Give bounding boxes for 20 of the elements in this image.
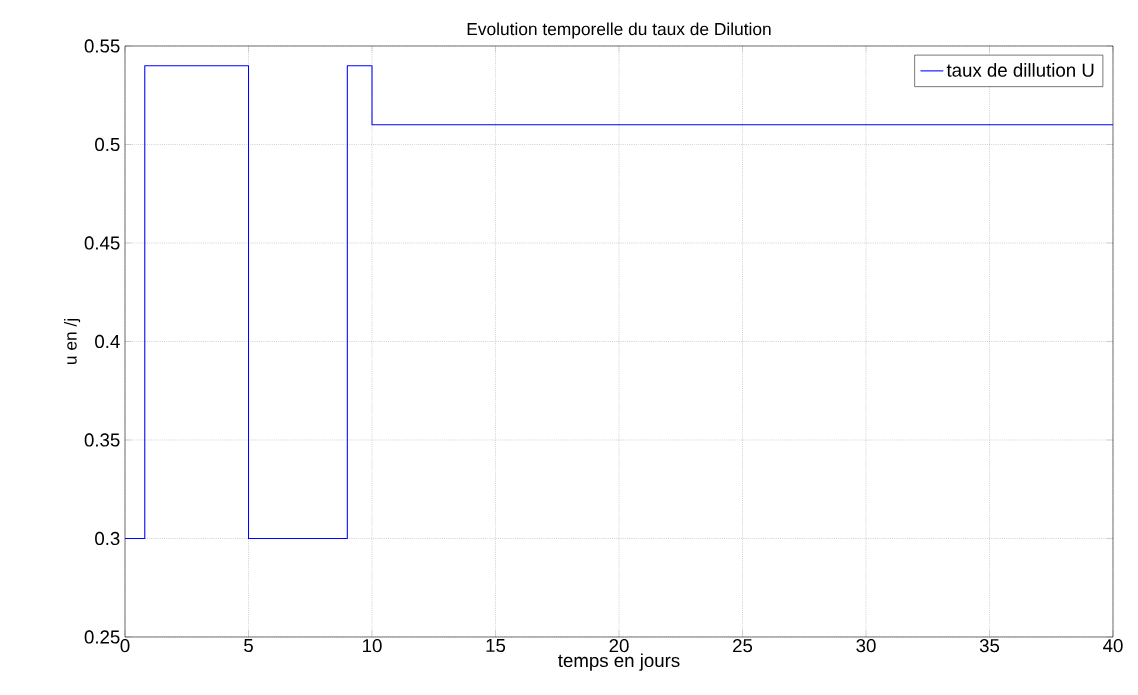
y-tick-label: 0.45 — [84, 236, 120, 250]
x-tick-label: 30 — [856, 639, 876, 653]
y-tick-label: 0.25 — [84, 630, 120, 644]
x-axis-title: temps en jours — [558, 653, 680, 671]
x-tick-label: 5 — [244, 639, 253, 653]
y-tick-label: 0.5 — [95, 137, 120, 152]
x-tick-label: 10 — [363, 639, 382, 653]
y-tick-label: 0.4 — [95, 334, 120, 349]
x-tick-label: 15 — [486, 639, 506, 653]
y-tick-label: 0.55 — [84, 39, 120, 53]
y-tick-label: 0.3 — [95, 531, 120, 546]
x-tick-label: 40 — [1103, 639, 1123, 653]
legend-label: taux de dillution U — [946, 63, 1094, 77]
x-tick-label: 25 — [733, 639, 753, 653]
x-tick-label: 20 — [609, 639, 629, 653]
y-axis-title: u en /j — [63, 319, 81, 364]
x-tick-label: 0 — [120, 639, 130, 653]
chart-title: Evolution temporelle du taux de Dilution — [467, 22, 771, 39]
x-tick-label: 35 — [979, 639, 1000, 653]
y-tick-label: 0.35 — [84, 433, 120, 447]
